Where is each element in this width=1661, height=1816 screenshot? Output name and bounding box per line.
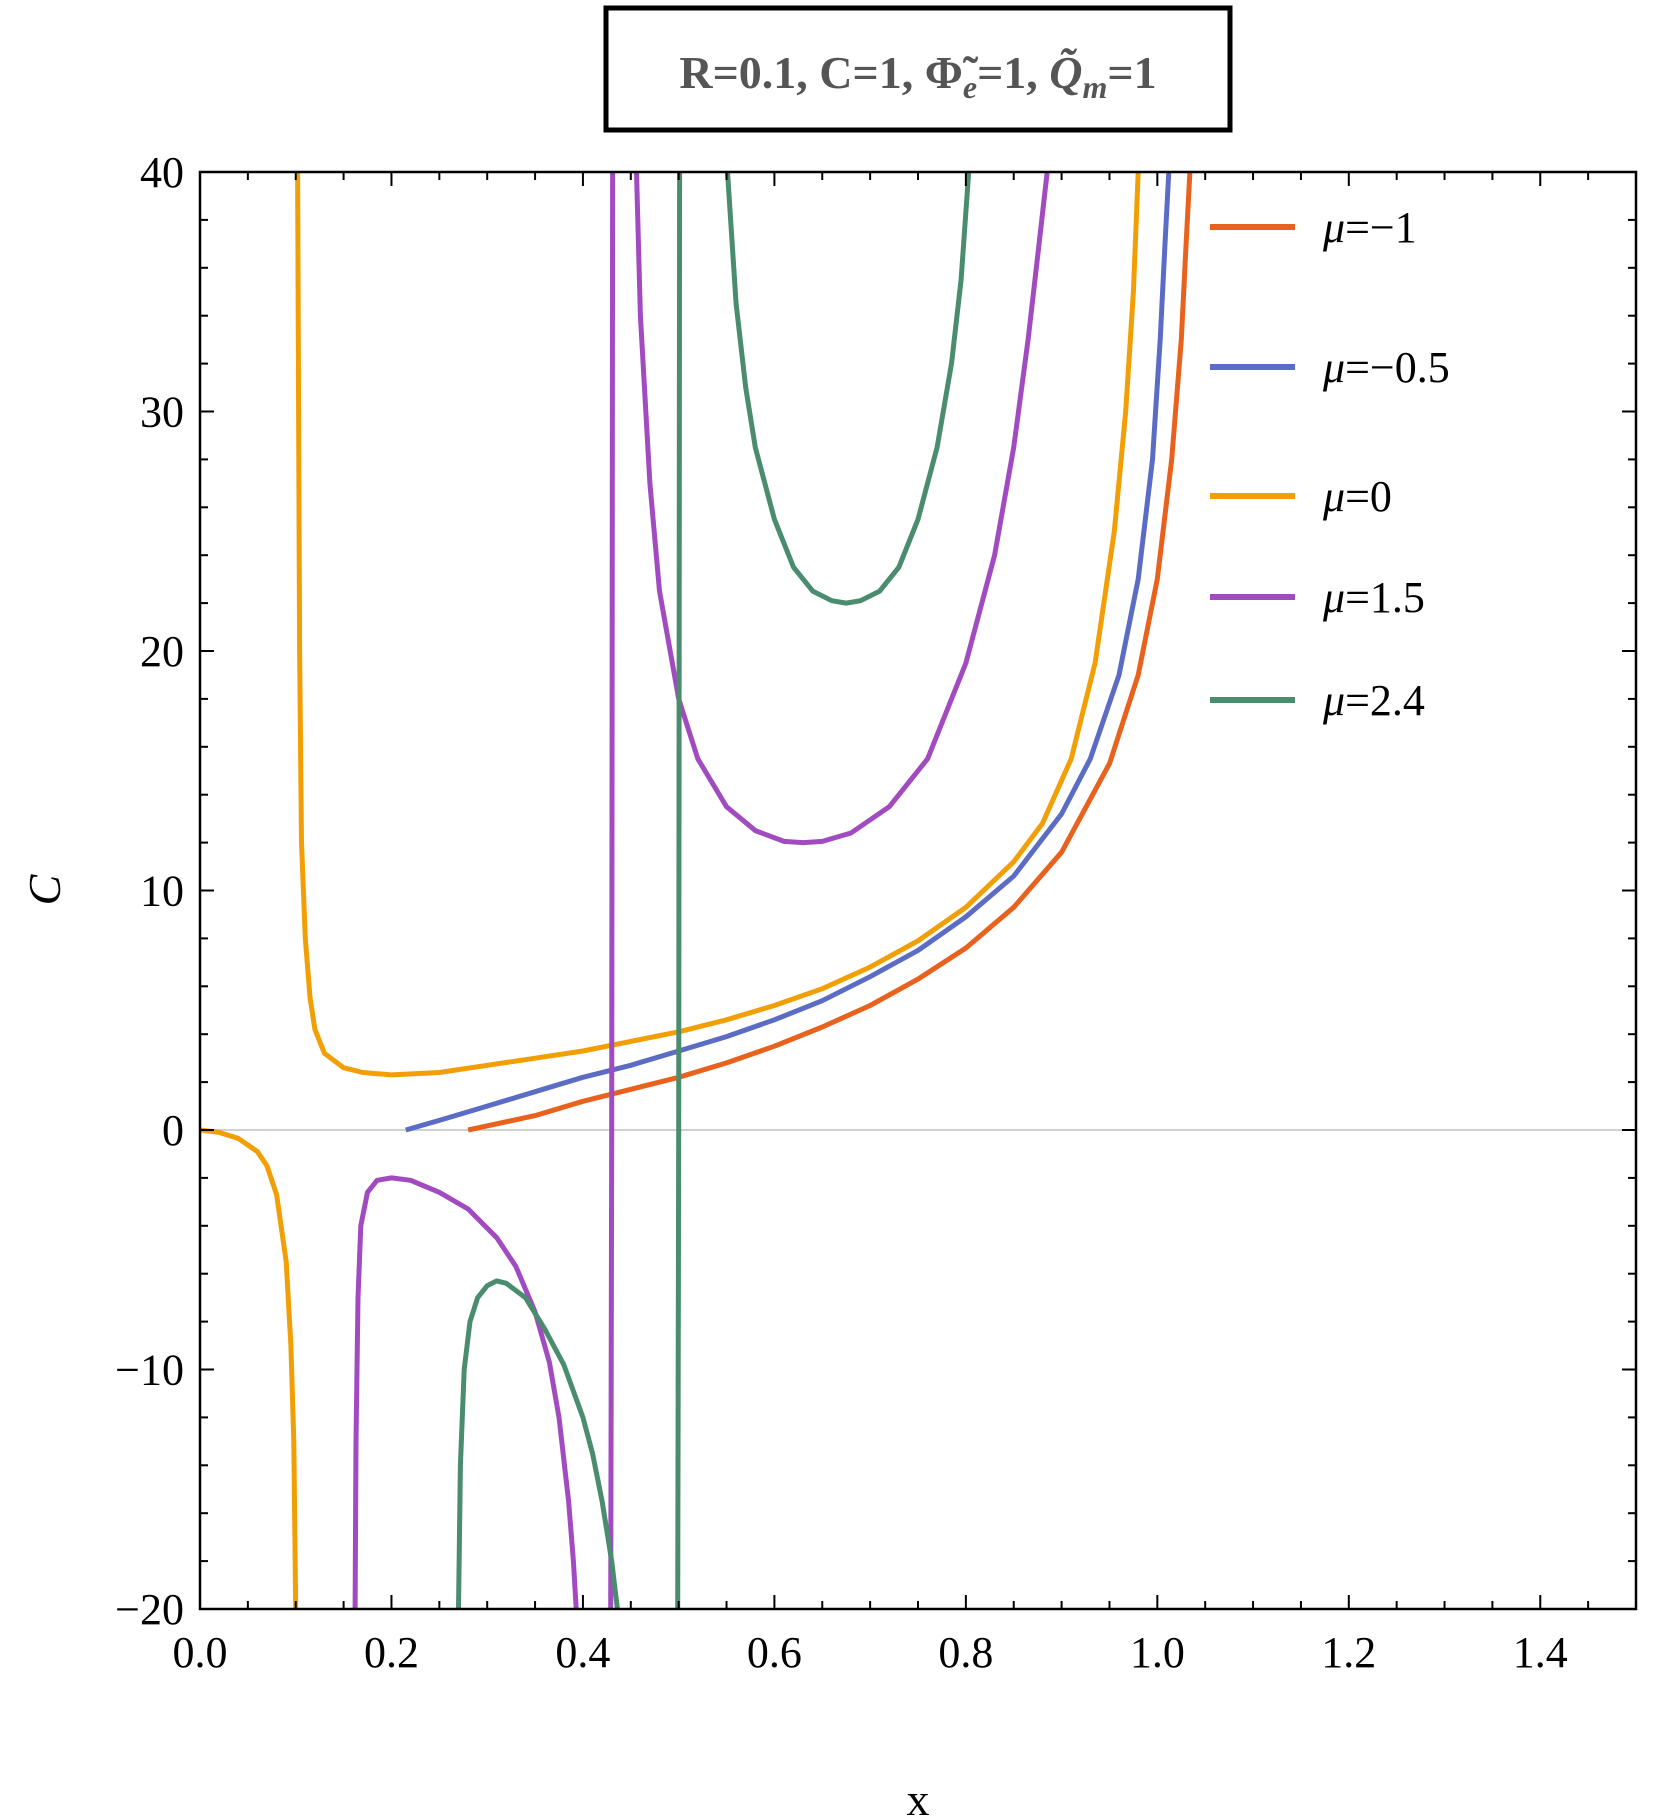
y-axis-label: C — [19, 873, 70, 905]
x-tick-label: 0.4 — [555, 1628, 610, 1677]
y-tick-label: −20 — [115, 1585, 184, 1634]
legend-label: μ=1.5 — [1322, 573, 1425, 622]
legend-label: μ=2.4 — [1322, 676, 1425, 725]
series-line-2 — [200, 1127, 299, 1609]
legend-label: μ=0 — [1322, 472, 1392, 521]
plot-frame — [198, 170, 1638, 1611]
legend-label: μ=−1 — [1322, 203, 1417, 252]
series-line-3 — [608, 172, 616, 1609]
y-tick-label: 20 — [140, 627, 184, 676]
series-line-2 — [295, 172, 1141, 1078]
title-box-frame — [603, 5, 1233, 133]
x-tick-label: 1.4 — [1513, 1628, 1568, 1677]
series-line-1 — [405, 172, 1172, 1133]
title-box: R=0.1, C=1, Φ̃e=1, Q̃m=1 — [603, 5, 1233, 133]
series-line-4 — [456, 1278, 620, 1609]
x-tick-labels: 0.0 0.2 0.4 0.6 0.8 1.0 1.2 1.4 — [173, 1628, 1568, 1677]
axis-ticks — [199, 171, 1637, 1610]
x-tick-label: 1.0 — [1130, 1628, 1185, 1677]
y-tick-label: 0 — [162, 1106, 184, 1155]
series-line-4 — [675, 172, 683, 1609]
y-tick-label: −10 — [115, 1346, 184, 1395]
x-axis-label: x — [907, 1774, 930, 1816]
chart-title: R=0.1, C=1, Φ̃e=1, Q̃m=1 — [679, 47, 1156, 105]
x-tick-label: 0.0 — [173, 1628, 228, 1677]
y-tick-label: 10 — [140, 867, 184, 916]
x-tick-label: 0.8 — [938, 1628, 993, 1677]
series-layer — [200, 172, 1193, 1609]
x-tick-label: 0.2 — [364, 1628, 419, 1677]
y-tick-label: 30 — [140, 388, 184, 437]
legend: μ=−1 μ=−0.5 μ=0 μ=1.5 μ=2.4 — [1210, 203, 1450, 725]
series-line-3 — [352, 1175, 579, 1609]
x-tick-label: 1.2 — [1321, 1628, 1376, 1677]
y-tick-label: 40 — [140, 148, 184, 197]
y-tick-labels: −20 −10 0 10 20 30 40 — [115, 148, 184, 1634]
x-tick-label: 0.6 — [747, 1628, 802, 1677]
series-line-3 — [634, 172, 1050, 846]
series-line-0 — [467, 172, 1193, 1133]
series-line-4 — [725, 172, 972, 606]
legend-label: μ=−0.5 — [1322, 343, 1450, 392]
